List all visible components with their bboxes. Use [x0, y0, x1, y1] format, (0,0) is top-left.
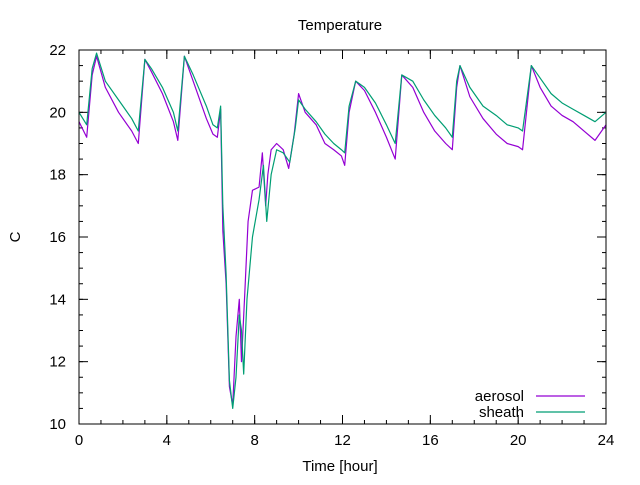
- tick-labels: 0 4 8 12 16 20 24 10 12 14 16 18 20 22: [49, 42, 614, 449]
- legend-label-aerosol: aerosol: [475, 388, 524, 405]
- series-line-aerosol: [78, 55, 607, 406]
- major-ticks: [78, 49, 607, 425]
- y-tick-label: 16: [49, 229, 66, 246]
- y-tick-label: 10: [49, 416, 66, 433]
- x-tick-label: 16: [422, 432, 439, 449]
- x-tick-label: 24: [598, 432, 615, 449]
- x-tick-label: 0: [75, 432, 83, 449]
- x-tick-label: 20: [510, 432, 527, 449]
- legend-label-sheath: sheath: [479, 404, 524, 421]
- y-tick-label: 18: [49, 167, 66, 184]
- y-tick-label: 20: [49, 104, 66, 121]
- y-tick-label: 12: [49, 354, 66, 371]
- x-tick-label: 12: [334, 432, 351, 449]
- x-tick-label: 8: [250, 432, 258, 449]
- x-tick-label: 4: [163, 432, 171, 449]
- y-tick-label: 14: [49, 291, 66, 308]
- y-axis-label: C: [7, 231, 24, 242]
- chart-title: Temperature: [298, 17, 382, 34]
- y-tick-label: 22: [49, 42, 66, 59]
- series-line-sheath: [78, 52, 607, 410]
- series-layer: [78, 52, 607, 410]
- plot-frame: [78, 49, 607, 425]
- x-axis-label: Time [hour]: [302, 458, 377, 475]
